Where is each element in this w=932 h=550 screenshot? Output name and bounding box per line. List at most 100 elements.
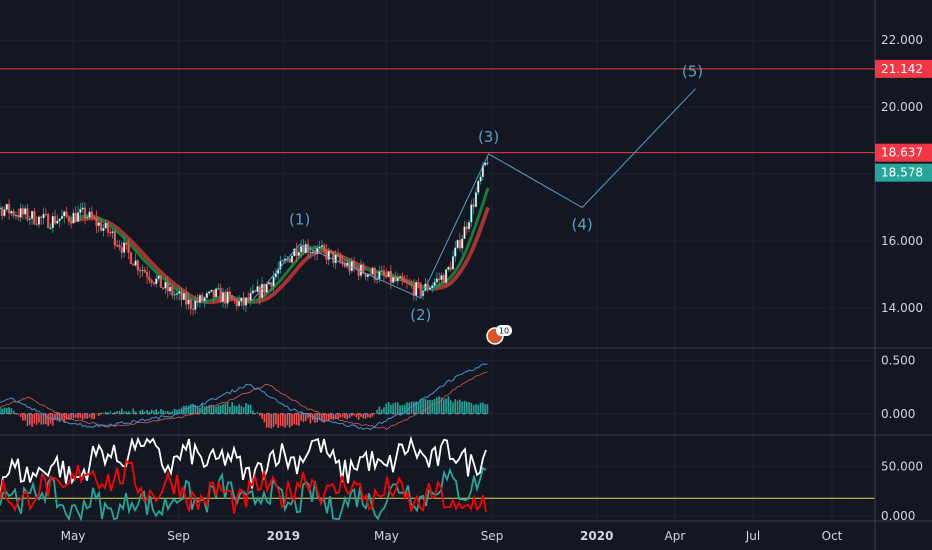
histogram-bar bbox=[442, 399, 445, 414]
oscillator-panel[interactable] bbox=[0, 363, 489, 431]
histogram-bar bbox=[100, 412, 102, 414]
price-label: 18.637 bbox=[881, 146, 923, 160]
histogram-bar bbox=[178, 409, 181, 414]
histogram-bar bbox=[208, 405, 210, 414]
histogram-bar bbox=[291, 413, 293, 426]
candle-body bbox=[263, 283, 266, 293]
candle-body bbox=[81, 207, 84, 210]
histogram-bar bbox=[288, 413, 291, 428]
y-tick-label: 0.500 bbox=[881, 354, 915, 368]
candle-body bbox=[479, 176, 482, 182]
candle-body bbox=[249, 292, 252, 301]
histogram-bar bbox=[185, 405, 187, 414]
histogram-bar bbox=[367, 413, 369, 418]
candle-body bbox=[129, 252, 133, 265]
histogram-bar bbox=[355, 413, 358, 418]
histogram-bar bbox=[380, 409, 383, 414]
histogram-bar bbox=[238, 404, 240, 414]
histogram-bar bbox=[143, 411, 146, 414]
candle-body bbox=[194, 300, 197, 310]
histogram-bar bbox=[160, 408, 162, 414]
candle-body bbox=[244, 297, 248, 306]
candle-body bbox=[371, 267, 374, 275]
histogram-bar bbox=[281, 413, 284, 427]
histogram-bar bbox=[125, 411, 128, 414]
candle-body bbox=[53, 216, 57, 224]
histogram-bar bbox=[256, 412, 259, 414]
candle-body bbox=[231, 295, 234, 300]
candle-body bbox=[35, 223, 38, 225]
candle-body bbox=[3, 209, 6, 216]
x-tick-label: May bbox=[374, 529, 399, 543]
candle-body bbox=[122, 242, 126, 253]
histogram-bar bbox=[12, 410, 15, 414]
histogram-bar bbox=[189, 404, 192, 414]
histogram-bar bbox=[102, 412, 105, 414]
histogram-bar bbox=[33, 413, 36, 424]
candle-body bbox=[40, 216, 43, 219]
histogram-bar bbox=[484, 404, 486, 414]
histogram-bar bbox=[387, 402, 390, 414]
histogram-bar bbox=[219, 405, 222, 414]
candle-body bbox=[65, 211, 68, 217]
candle-body bbox=[401, 276, 404, 281]
candle-body bbox=[56, 220, 59, 224]
candle-body bbox=[380, 270, 383, 272]
candle-body bbox=[435, 278, 438, 283]
candle-body bbox=[166, 282, 169, 292]
histogram-bar bbox=[3, 407, 6, 414]
price-label-bg bbox=[875, 143, 932, 162]
histogram-bar bbox=[233, 405, 236, 414]
histogram-bar bbox=[470, 402, 473, 414]
histogram-bar bbox=[376, 409, 378, 414]
price-panel[interactable]: (1) (2) (3) (4) (5) 10 bbox=[0, 63, 875, 345]
candle-body bbox=[51, 216, 54, 228]
candle-body bbox=[438, 278, 441, 280]
histogram-bar bbox=[180, 407, 183, 414]
candle-body bbox=[93, 217, 96, 219]
candle-body bbox=[205, 293, 208, 298]
histogram-bar bbox=[58, 413, 61, 422]
wave-path[interactable] bbox=[251, 88, 696, 302]
histogram-bar bbox=[348, 413, 351, 418]
directional-panel[interactable] bbox=[0, 435, 875, 523]
histogram-bar bbox=[341, 413, 344, 418]
candle-body bbox=[235, 299, 238, 307]
histogram-bar bbox=[325, 413, 328, 422]
histogram-bar bbox=[77, 413, 79, 419]
candle-body bbox=[242, 297, 245, 306]
candle-body bbox=[182, 292, 185, 300]
y-tick-label: 50.000 bbox=[881, 460, 923, 474]
wave-label: (2) bbox=[410, 306, 431, 324]
x-tick-label: May bbox=[61, 529, 86, 543]
candle-body bbox=[320, 245, 323, 248]
histogram-bar bbox=[396, 402, 399, 414]
candle-body bbox=[265, 283, 268, 293]
wave-label: (3) bbox=[478, 128, 499, 146]
candle-body bbox=[451, 256, 455, 270]
candle-body bbox=[327, 250, 330, 260]
histogram-bar bbox=[300, 413, 302, 421]
candle-body bbox=[396, 277, 399, 282]
candle-body bbox=[309, 251, 312, 254]
candle-body bbox=[385, 275, 388, 277]
candle-body bbox=[336, 254, 340, 256]
histogram-bar bbox=[97, 413, 100, 416]
candle-body bbox=[408, 282, 411, 285]
histogram-bar bbox=[258, 413, 261, 416]
candle-body bbox=[196, 300, 199, 303]
histogram-bar bbox=[157, 411, 160, 414]
candle-body bbox=[316, 248, 319, 254]
candle-body bbox=[267, 282, 271, 285]
candle-body bbox=[228, 291, 231, 296]
candle-body bbox=[171, 286, 174, 296]
candle-body bbox=[477, 180, 480, 193]
histogram-bar bbox=[482, 402, 484, 414]
candle-body bbox=[288, 258, 291, 263]
candle-body bbox=[70, 220, 73, 224]
histogram-bar bbox=[63, 413, 66, 422]
histogram-bar bbox=[222, 404, 224, 414]
candle-body bbox=[334, 254, 337, 264]
histogram-bar bbox=[353, 413, 355, 416]
